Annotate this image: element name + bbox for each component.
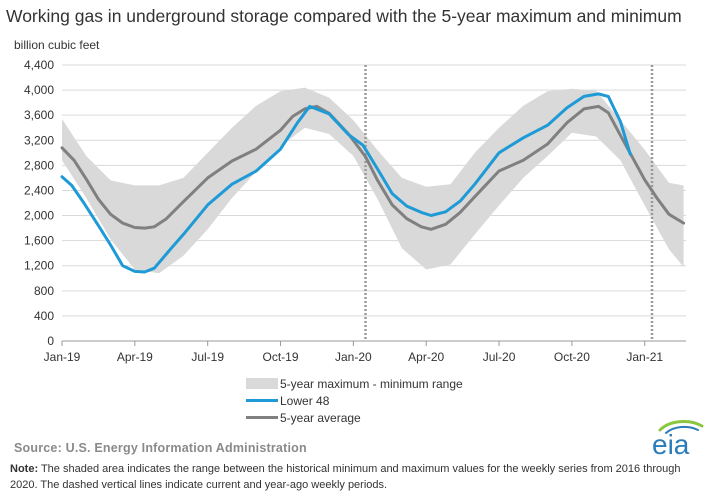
legend: 5-year maximum - minimum range Lower 48 … bbox=[246, 375, 463, 426]
logo-wordmark: eia bbox=[652, 429, 690, 458]
x-tick-label: Jul-19 bbox=[191, 350, 224, 364]
y-tick-label: 400 bbox=[34, 309, 54, 323]
y-tick-label: 1,200 bbox=[24, 259, 54, 273]
y-tick-label: 2,000 bbox=[24, 209, 54, 223]
source-text: Source: U.S. Energy Information Administ… bbox=[14, 441, 307, 455]
x-tick-label: Jan-20 bbox=[335, 350, 372, 364]
x-tick-label: Apr-20 bbox=[408, 350, 444, 364]
footnote: Note: The shaded area indicates the rang… bbox=[10, 461, 710, 493]
x-tick-label: Oct-19 bbox=[263, 350, 299, 364]
legend-label-range: 5-year maximum - minimum range bbox=[280, 376, 463, 391]
y-tick-label: 3,600 bbox=[24, 108, 54, 122]
legend-label-lower48: Lower 48 bbox=[280, 393, 330, 408]
y-tick-label: 1,600 bbox=[24, 234, 54, 248]
x-tick-label: Oct-20 bbox=[554, 350, 590, 364]
reference-lines bbox=[364, 65, 654, 341]
y-tick-label: 0 bbox=[47, 334, 54, 348]
series-line-5yr-average bbox=[60, 104, 686, 231]
series-lines bbox=[60, 92, 686, 274]
y-tick-label: 4,400 bbox=[24, 58, 54, 72]
y-axis-unit-label: billion cubic feet bbox=[14, 38, 100, 52]
series-line-lower48 bbox=[60, 92, 632, 274]
y-tick-label: 800 bbox=[34, 284, 54, 298]
eia-logo: eia bbox=[652, 420, 704, 458]
legend-item-range: 5-year maximum - minimum range bbox=[246, 375, 463, 392]
note-label: Note: bbox=[10, 463, 39, 475]
x-tick-label: Jan-19 bbox=[44, 350, 81, 364]
legend-item-lower48: Lower 48 bbox=[246, 392, 463, 409]
x-tick-label: Jul-20 bbox=[483, 350, 516, 364]
x-tick-label: Apr-19 bbox=[117, 350, 153, 364]
chart-title: Working gas in underground storage compa… bbox=[6, 6, 682, 26]
y-tick-label: 3,200 bbox=[24, 133, 54, 147]
y-tick-label: 2,800 bbox=[24, 158, 54, 172]
legend-swatch-average bbox=[246, 416, 278, 419]
axes: 0 400 800 1,200 1,600 2,000 2,400 2,800 3,200 3,6… bbox=[24, 58, 686, 364]
legend-swatch-lower48 bbox=[246, 399, 278, 402]
legend-item-average: 5-year average bbox=[246, 409, 463, 426]
y-tick-label: 4,000 bbox=[24, 83, 54, 97]
y-tick-label: 2,400 bbox=[24, 183, 54, 197]
note-text: The shaded area indicates the range betw… bbox=[10, 463, 681, 491]
legend-swatch-range bbox=[246, 378, 278, 389]
storage-chart: 0 400 800 1,200 1,600 2,000 2,400 2,800 3,200 3,6… bbox=[24, 58, 686, 364]
x-tick-label: Jan-21 bbox=[626, 350, 663, 364]
legend-label-average: 5-year average bbox=[280, 410, 361, 425]
